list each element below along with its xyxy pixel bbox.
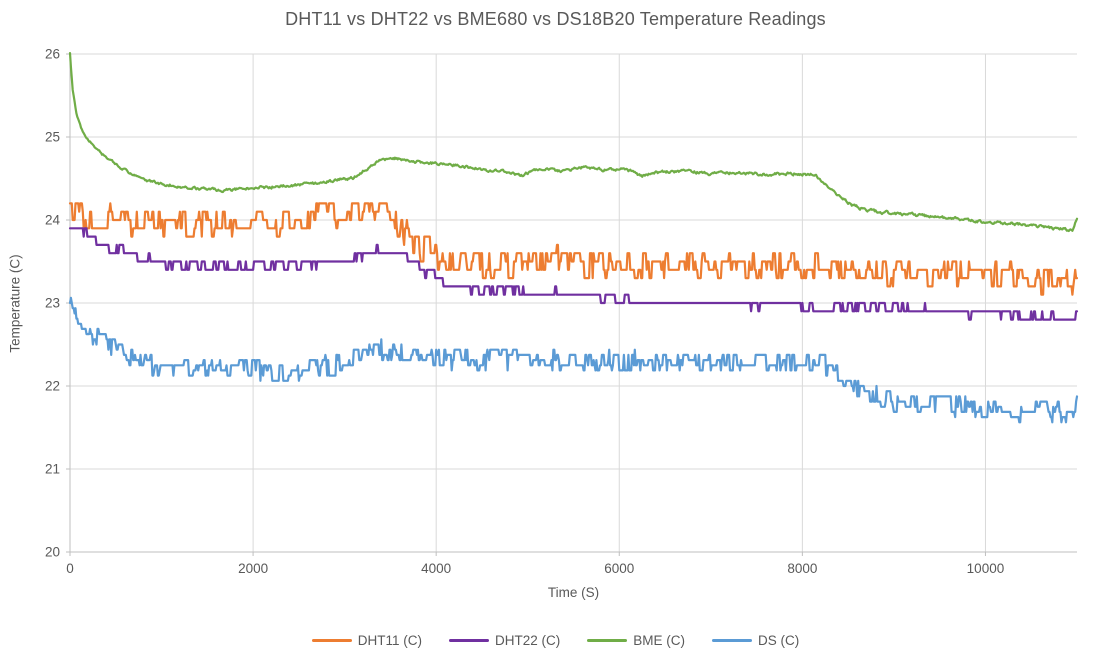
- legend: DHT11 (C) DHT22 (C) BME (C) DS (C): [0, 633, 1111, 648]
- legend-label-dht22: DHT22 (C): [495, 633, 561, 648]
- x-tick-label: 10000: [967, 561, 1005, 576]
- x-tick-label: 4000: [421, 561, 451, 576]
- x-tick-label: 6000: [604, 561, 634, 576]
- legend-label-dht11: DHT11 (C): [357, 633, 422, 648]
- legend-item-ds: DS (C): [712, 633, 799, 648]
- chart-title: DHT11 vs DHT22 vs BME680 vs DS18B20 Temp…: [285, 9, 826, 29]
- x-tick-label: 8000: [787, 561, 817, 576]
- series-line-dht11-c: [68, 202, 1079, 296]
- legend-swatch-bme: [587, 639, 628, 642]
- x-axis-title: Time (S): [547, 585, 600, 600]
- y-tick-label: 23: [45, 296, 60, 311]
- y-tick-label: 21: [45, 462, 60, 477]
- y-tick-label: 20: [45, 545, 60, 560]
- y-tick-label: 26: [45, 47, 60, 62]
- x-tick-label: 0: [66, 561, 74, 576]
- y-tick-label: 24: [45, 213, 61, 228]
- legend-item-dht11: DHT11 (C): [311, 633, 422, 648]
- legend-swatch-dht11: [311, 639, 352, 642]
- x-tick-label: 2000: [238, 561, 268, 576]
- legend-swatch-dht22: [449, 639, 489, 642]
- legend-swatch-ds: [712, 639, 753, 642]
- y-tick-label: 25: [45, 130, 60, 145]
- legend-item-dht22: DHT22 (C): [449, 633, 560, 648]
- y-tick-label: 22: [45, 379, 60, 394]
- series-line-dht22-c: [68, 227, 1079, 321]
- legend-item-bme: BME (C): [587, 633, 685, 648]
- legend-label-ds: DS (C): [758, 633, 800, 648]
- series-line-bme-c: [68, 52, 1079, 233]
- series-line-ds-c: [68, 296, 1079, 424]
- legend-label-bme: BME (C): [633, 633, 686, 648]
